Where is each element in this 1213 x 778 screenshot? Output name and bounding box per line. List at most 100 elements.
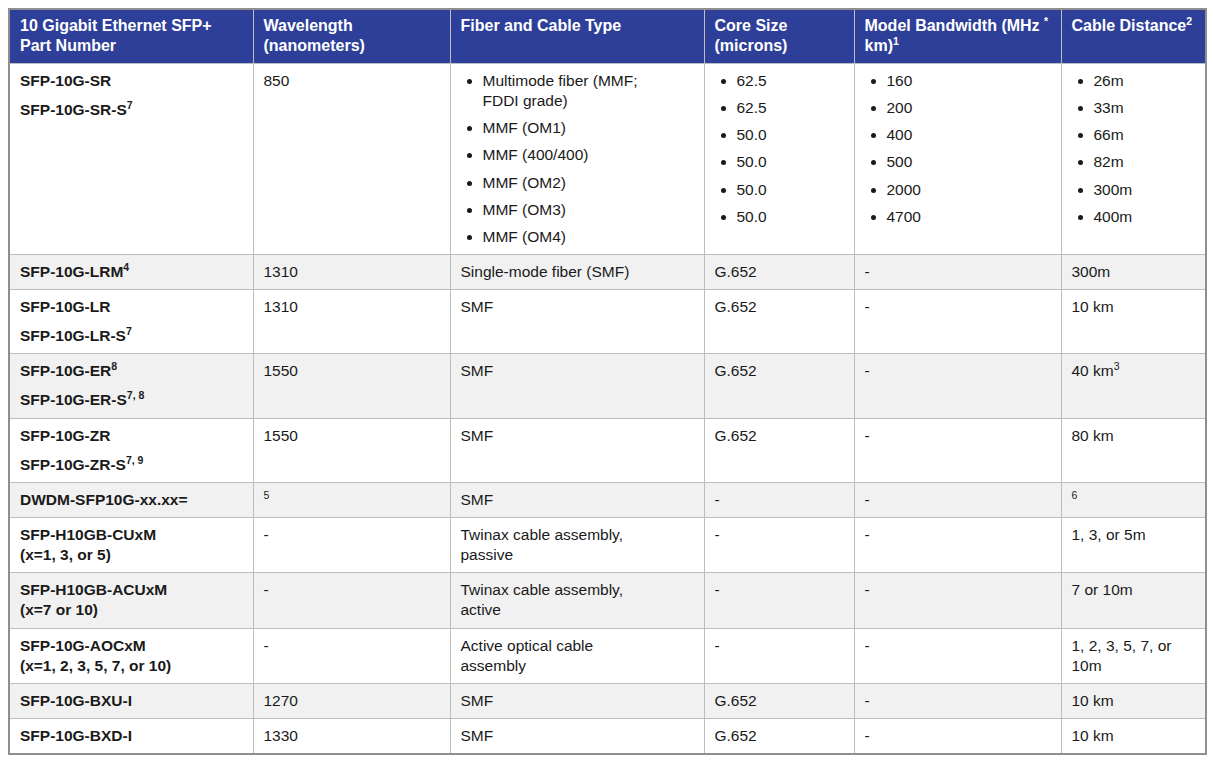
part-number: SFP-10G-ZR [20,426,243,446]
cell-part-number: DWDM-SFP10G-xx.xx= [9,482,253,517]
part-number: SFP-10G-SR-S7 [20,100,243,120]
cell-part-number: SFP-10G-ER8 SFP-10G-ER-S7, 8 [9,354,253,418]
footnote-ref: 7, 9 [126,454,144,466]
cell-core-size: G.652 [704,290,854,354]
table-row: SFP-10G-ER8SFP-10G-ER-S7, 81550SMFG.652-… [9,354,1206,418]
column-header: Cable Distance2 [1061,9,1206,63]
cell-part-number: SFP-H10GB-CUxM(x=1, 3, or 5) [9,518,253,573]
cell-part-number: SFP-10G-BXU-I [9,683,253,718]
table-row: SFP-10G-SRSFP-10G-SR-S7850Multimode fibe… [9,63,1206,254]
bullet-list: 16020040050020004700 [865,71,1051,227]
cell-part-number: SFP-H10GB-ACUxM(x=7 or 10) [9,573,253,628]
part-number: (x=1, 3, or 5) [20,545,243,565]
cell-model-bandwidth: - [854,418,1061,482]
part-number: SFP-10G-LRM4 [20,262,243,282]
bullet-item: MMF (OM3) [483,200,658,220]
cell-core-size: G.652 [704,719,854,755]
page: 10 Gigabit Ethernet SFP+ Part NumberWave… [0,0,1213,778]
cell-fiber-type: Multimode fiber (MMF; FDDI grade) MMF (OM… [450,63,704,254]
part-number: SFP-10G-ER8 [20,361,243,381]
bullet-item: MMF (OM2) [483,173,658,193]
bullet-item: 400m [1094,207,1196,227]
cell-core-size: G.652 [704,683,854,718]
table-row: SFP-10G-BXU-I1270SMFG.652-10 km [9,683,1206,718]
table-header: 10 Gigabit Ethernet SFP+ Part NumberWave… [9,9,1206,63]
cell-fiber-type: SMF [450,683,704,718]
bullet-item: Multimode fiber (MMF; FDDI grade) [483,71,658,111]
cell-model-bandwidth: - [854,683,1061,718]
cell-core-size: G.652 [704,254,854,289]
bullet-item: 66m [1094,125,1196,145]
footnote-ref: 5 [264,489,270,501]
sfp-spec-table: 10 Gigabit Ethernet SFP+ Part NumberWave… [8,8,1207,755]
bullet-item: 500 [887,152,1051,172]
part-number: DWDM-SFP10G-xx.xx= [20,490,243,510]
cell-wavelength: - [253,628,450,683]
cell-fiber-type: SMF [450,290,704,354]
part-number: SFP-H10GB-CUxM [20,525,243,545]
cell-core-size: - [704,573,854,628]
table-row: SFP-10G-ZRSFP-10G-ZR-S7, 91550SMFG.652-8… [9,418,1206,482]
bullet-list: 62.562.550.050.050.050.0 [715,71,844,227]
cell-wavelength: 5 [253,482,450,517]
cell-cable-distance: 10 km [1061,719,1206,755]
bullet-item: 400 [887,125,1051,145]
cell-core-size: - [704,628,854,683]
cell-wavelength: 1550 [253,418,450,482]
cell-fiber-type: Active optical cable assembly [450,628,704,683]
table-row: SFP-H10GB-CUxM(x=1, 3, or 5)-Twinax cabl… [9,518,1206,573]
column-header: Fiber and Cable Type [450,9,704,63]
part-number: SFP-10G-BXD-I [20,726,243,746]
bullet-item: 50.0 [737,180,844,200]
column-header: 10 Gigabit Ethernet SFP+ Part Number [9,9,253,63]
footnote-ref: * [1044,15,1048,27]
cell-cable-distance: 7 or 10m [1061,573,1206,628]
cell-part-number: SFP-10G-AOCxM(x=1, 2, 3, 5, 7, or 10) [9,628,253,683]
cell-part-number: SFP-10G-ZRSFP-10G-ZR-S7, 9 [9,418,253,482]
cell-fiber-type: Twinax cable assembly, active [450,573,704,628]
cell-cable-distance: 10 km [1061,290,1206,354]
cell-model-bandwidth: - [854,254,1061,289]
bullet-item: 33m [1094,98,1196,118]
cell-fiber-type: SMF [450,418,704,482]
footnote-ref: 1 [893,35,899,47]
cell-fiber-type: SMF [450,354,704,418]
column-header: Wavelength (nanometers) [253,9,450,63]
cell-fiber-type: SMF [450,719,704,755]
cell-wavelength: 1330 [253,719,450,755]
bullet-item: 2000 [887,180,1051,200]
cell-part-number: SFP-10G-BXD-I [9,719,253,755]
bullet-item: 300m [1094,180,1196,200]
cell-cable-distance: 80 km [1061,418,1206,482]
footnote-ref: 2 [1186,15,1192,27]
bullet-list: 26m 33m 66m 82m 300m 400m [1072,71,1196,227]
bullet-item: 26m [1094,71,1196,91]
cell-cable-distance: 1, 3, or 5m [1061,518,1206,573]
bullet-item: MMF (400/400) [483,145,658,165]
footnote-ref: 7, 8 [127,389,145,401]
bullet-item: 160 [887,71,1051,91]
cell-model-bandwidth: - [854,628,1061,683]
bullet-item: MMF (OM1) [483,118,658,138]
footnote-ref: 6 [1072,489,1078,501]
cell-fiber-type: Single-mode fiber (SMF) [450,254,704,289]
bullet-item: 62.5 [737,98,844,118]
cell-part-number: SFP-10G-SRSFP-10G-SR-S7 [9,63,253,254]
bullet-item: 82m [1094,152,1196,172]
cell-model-bandwidth: - [854,482,1061,517]
table-row: SFP-10G-BXD-I1330SMFG.652-10 km [9,719,1206,755]
bullet-item: 200 [887,98,1051,118]
bullet-list: Multimode fiber (MMF; FDDI grade) MMF (OM… [461,71,658,247]
cell-core-size: G.652 [704,418,854,482]
part-number: SFP-10G-ER-S7, 8 [20,390,243,410]
bullet-item: 50.0 [737,125,844,145]
part-number: SFP-10G-LR [20,297,243,317]
header-row: 10 Gigabit Ethernet SFP+ Part NumberWave… [9,9,1206,63]
cell-core-size: - [704,482,854,517]
table-row: SFP-10G-LRSFP-10G-LR-S71310SMFG.652-10 k… [9,290,1206,354]
cell-wavelength: - [253,518,450,573]
footnote-ref: 7 [126,325,132,337]
table-body: SFP-10G-SRSFP-10G-SR-S7850Multimode fibe… [9,63,1206,754]
bullet-item: 50.0 [737,207,844,227]
table-row: SFP-10G-LRM41310Single-mode fiber (SMF)G… [9,254,1206,289]
